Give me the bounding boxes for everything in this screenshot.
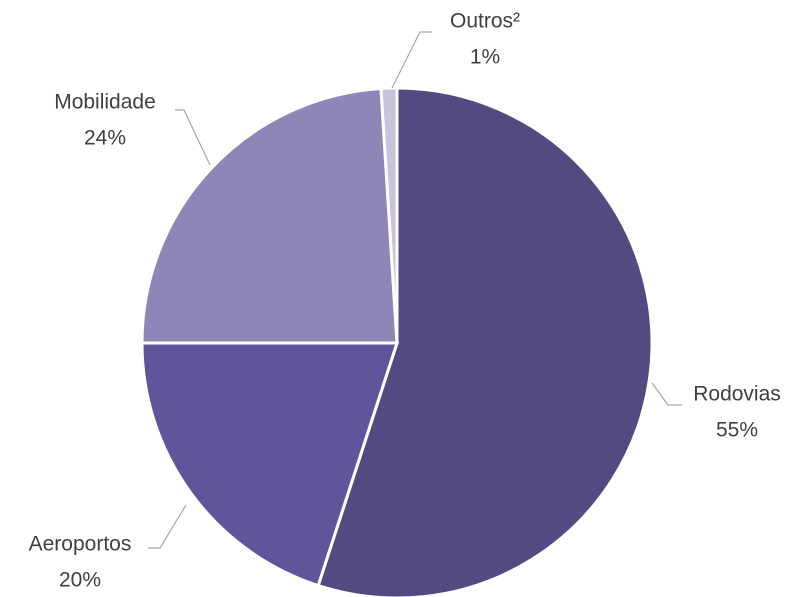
slice-label: Outros²	[450, 10, 520, 33]
leader-line	[651, 382, 682, 406]
value-label: 1%	[470, 46, 500, 69]
slice-label: Mobilidade	[54, 91, 156, 114]
value-label: 24%	[84, 127, 126, 150]
slice-label: Aeroportos	[29, 533, 132, 556]
pie-slice	[140, 341, 400, 588]
value-label: 20%	[59, 569, 101, 592]
pie-slice	[316, 86, 654, 597]
leader-line	[391, 31, 432, 89]
leader-line	[175, 109, 211, 166]
value-label: 55%	[716, 419, 758, 442]
pie-slice	[140, 86, 399, 345]
leader-line	[148, 504, 187, 549]
pie-slice	[379, 86, 399, 344]
slice-label: Rodovias	[693, 383, 781, 406]
